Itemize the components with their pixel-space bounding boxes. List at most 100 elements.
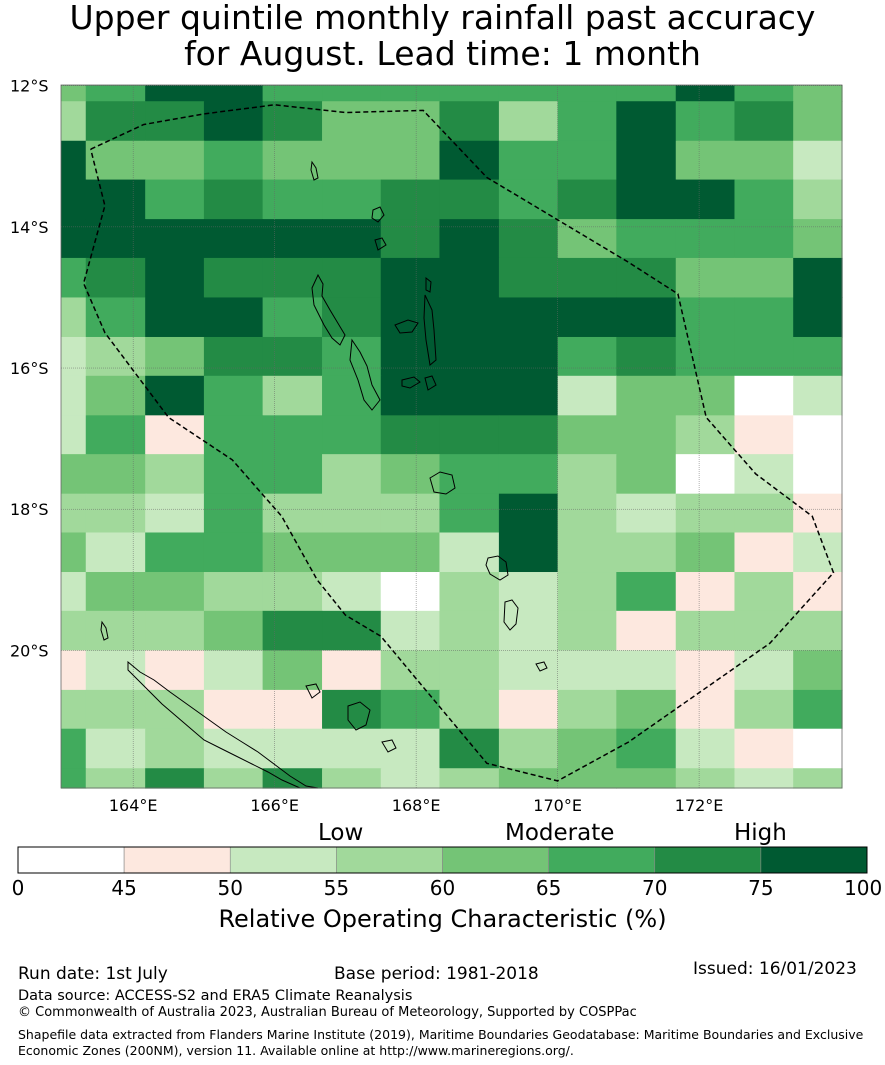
colorbar-tick-label: 75 <box>748 876 774 900</box>
grid-cell <box>498 689 559 730</box>
grid-cell <box>322 454 382 495</box>
grid-cell <box>85 768 146 789</box>
grid-cell <box>145 257 205 299</box>
grid-cell <box>203 728 264 769</box>
colorbar-tick-label: 50 <box>217 876 243 900</box>
grid-cell <box>262 768 323 789</box>
grid-cell <box>203 768 264 789</box>
grid-cell <box>380 610 441 651</box>
grid-cell <box>203 257 264 299</box>
grid-cell <box>557 101 617 142</box>
grid-cell <box>439 297 500 338</box>
grid-cell <box>380 297 441 338</box>
grid-cell <box>557 415 617 455</box>
grid-cell <box>616 454 677 495</box>
grid-cell <box>675 179 736 220</box>
grid-cell <box>557 140 617 181</box>
grid-cell <box>322 85 382 102</box>
grid-cell <box>203 650 264 691</box>
grid-cell <box>262 257 323 299</box>
grid-cell <box>498 572 559 612</box>
grid-cell <box>675 454 736 495</box>
issued-date: Issued: 16/01/2023 <box>693 959 857 979</box>
colorbar-segment <box>760 846 868 874</box>
colorbar-segment <box>654 846 762 874</box>
grid-cell <box>145 415 205 455</box>
lon-label: 166°E <box>250 796 299 815</box>
grid-cell <box>675 336 736 377</box>
grid-cell <box>439 140 500 181</box>
grid-cell <box>793 689 843 730</box>
grid-cell <box>262 610 323 651</box>
grid-cell <box>734 336 794 377</box>
grid-cell <box>675 415 736 455</box>
grid-cell <box>557 375 617 416</box>
grid-cell <box>498 493 559 534</box>
grid-cell <box>557 85 617 102</box>
island-epi <box>424 375 437 391</box>
grid-cell <box>793 101 843 142</box>
grid-cell <box>498 728 559 769</box>
grid-cell <box>145 336 205 377</box>
grid-cell <box>145 375 205 416</box>
grid-cell <box>380 415 441 455</box>
roc-grid-cells <box>61 85 843 789</box>
grid-cell <box>322 101 382 142</box>
grid-cell <box>734 257 794 299</box>
grid-cell <box>61 179 87 220</box>
graticule <box>61 85 842 788</box>
grid-cell <box>262 101 323 142</box>
grid-cell <box>439 610 500 651</box>
colorbar-outline <box>17 846 868 874</box>
grid-cell <box>498 101 559 142</box>
grid-cell <box>793 297 843 338</box>
grid-cell <box>557 532 617 573</box>
grid-cell <box>616 415 677 455</box>
grid-cell <box>145 728 205 769</box>
grid-cell <box>557 728 617 769</box>
grid-cell <box>557 572 617 612</box>
grid-cell <box>439 257 500 299</box>
grid-cell <box>61 728 87 769</box>
grid-cell <box>262 689 323 730</box>
grid-cell <box>675 768 736 789</box>
grid-cell <box>734 689 794 730</box>
title-line-2: for August. Lead time: 1 month <box>184 34 701 73</box>
colorbar-tick-label: 0 <box>11 876 25 900</box>
grid-cell <box>498 768 559 789</box>
grid-cell <box>734 572 794 612</box>
grid-cell <box>203 179 264 220</box>
grid-cell <box>203 610 264 651</box>
grid-cell <box>145 219 205 259</box>
latitude-labels: 12°S 14°S 16°S 18°S 20°S <box>10 77 49 661</box>
grid-cell <box>793 219 843 259</box>
lat-label: 12°S <box>10 77 49 96</box>
grid-cell <box>734 101 794 142</box>
grid-cell <box>85 572 146 612</box>
grid-cell <box>498 415 559 455</box>
grid-cell <box>203 689 264 730</box>
grid-cell <box>61 689 87 730</box>
grid-cell <box>616 689 677 730</box>
grid-cell <box>557 257 617 299</box>
grid-cell <box>85 85 146 102</box>
colorbar-axis-label: Relative Operating Characteristic (%) <box>218 905 667 933</box>
grid-cell <box>203 375 264 416</box>
grid-cell <box>262 179 323 220</box>
grid-cell <box>145 610 205 651</box>
accuracy-map: 12°S 14°S 16°S 18°S 20°S 164°E 166°E 168°E 170°… <box>10 77 868 874</box>
grid-cell <box>262 728 323 769</box>
grid-cell <box>85 728 146 769</box>
grid-cell <box>85 650 146 691</box>
grid-cell <box>203 454 264 495</box>
grid-cell <box>439 728 500 769</box>
grid-cell <box>439 219 500 259</box>
grid-cell <box>145 532 205 573</box>
grid-cell <box>145 493 205 534</box>
grid-cell <box>380 336 441 377</box>
grid-cell <box>793 493 843 534</box>
grid-cell <box>145 650 205 691</box>
grid-cell <box>61 257 87 299</box>
grid-cell <box>498 375 559 416</box>
grid-cell <box>439 493 500 534</box>
